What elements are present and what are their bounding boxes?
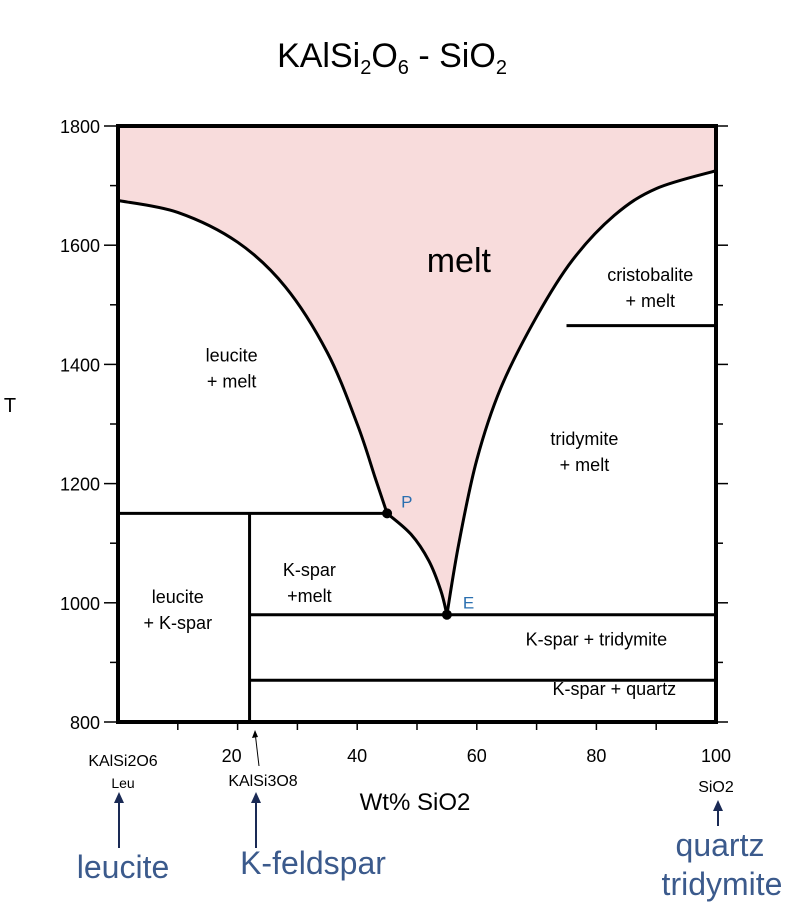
field-label-line1: tridymite: [550, 429, 618, 449]
x-tick-label: 60: [467, 746, 487, 766]
field-label-line1: melt: [427, 242, 492, 280]
x-tick-label: 100: [701, 746, 731, 766]
field-label-line2: + K-spar: [144, 613, 213, 633]
liquidus-silica-curve: [445, 169, 717, 615]
peritectic-point: [382, 508, 393, 519]
y-tick-label: 1800: [60, 117, 100, 137]
x-tick-label: 40: [347, 746, 367, 766]
liquidus-kspar-curve: [386, 512, 449, 616]
field-label-0: melt: [427, 242, 492, 280]
y-tick-label: 1000: [60, 594, 100, 614]
field-label-line2: + melt: [625, 291, 675, 311]
quartz-arrow: [713, 800, 723, 826]
y-tick-label: 1600: [60, 236, 100, 256]
leucite-abbrev: Leu: [111, 775, 134, 791]
kfeldspar-arrow: [251, 792, 261, 848]
quartz-mineral-label: quartz: [676, 827, 765, 863]
field-label-line1: K-spar: [283, 560, 336, 580]
eutectic-point: [441, 609, 452, 620]
field-label-line2: + melt: [207, 371, 257, 391]
field-label-line1: cristobalite: [607, 265, 693, 285]
kfeldspar-mineral-label: K-feldspar: [240, 845, 386, 881]
melt-field-fill: [118, 126, 716, 617]
field-label-line2: + melt: [560, 455, 610, 475]
silica-formula: SiO2: [698, 779, 734, 796]
field-label-line1: leucite: [152, 587, 204, 607]
field-label-6: K-spar + tridymite: [526, 630, 668, 650]
y-tick-label: 800: [70, 713, 100, 733]
y-tick-label: 1200: [60, 475, 100, 495]
field-label-3: tridymite + melt: [550, 429, 618, 475]
peritectic-label: P: [401, 492, 412, 511]
y-axis-label: T: [4, 395, 16, 417]
field-label-4: K-spar +melt: [283, 560, 336, 606]
field-label-line1: K-spar + quartz: [553, 679, 677, 699]
chart-title: KAlSi2O6 - SiO2: [277, 37, 507, 79]
field-label-line1: K-spar + tridymite: [526, 630, 668, 650]
kspar-composition-pointer: [254, 731, 260, 767]
tridymite-mineral-label: tridymite: [662, 866, 783, 902]
y-tick-label: 1400: [60, 355, 100, 375]
kspar-pointer-arrowhead: [252, 730, 258, 738]
leucite-arrow: [114, 792, 124, 848]
x-tick-labels: 20 40 60 80 100: [222, 746, 731, 766]
leucite-formula: KAlSi2O6: [88, 753, 157, 770]
field-label-7: K-spar + quartz: [553, 679, 677, 699]
field-label-1: leucite + melt: [206, 345, 258, 391]
eutectic-label: E: [463, 594, 474, 613]
field-label-line1: leucite: [206, 345, 258, 365]
liquidus-leucite-curve: [117, 199, 389, 514]
field-label-line2: +melt: [287, 586, 332, 606]
leucite-mineral-label: leucite: [77, 849, 170, 885]
x-tick-label: 80: [586, 746, 606, 766]
kspar-formula: KAlSi3O8: [228, 773, 297, 790]
field-label-5: leucite + K-spar: [144, 587, 213, 633]
x-axis-label: Wt% SiO2: [360, 789, 471, 816]
y-tick-labels: 800 1000 1200 1400 1600 1800: [60, 117, 100, 733]
x-tick-label: 20: [222, 746, 242, 766]
field-label-2: cristobalite + melt: [607, 265, 693, 311]
axis-ticks: [104, 125, 728, 730]
